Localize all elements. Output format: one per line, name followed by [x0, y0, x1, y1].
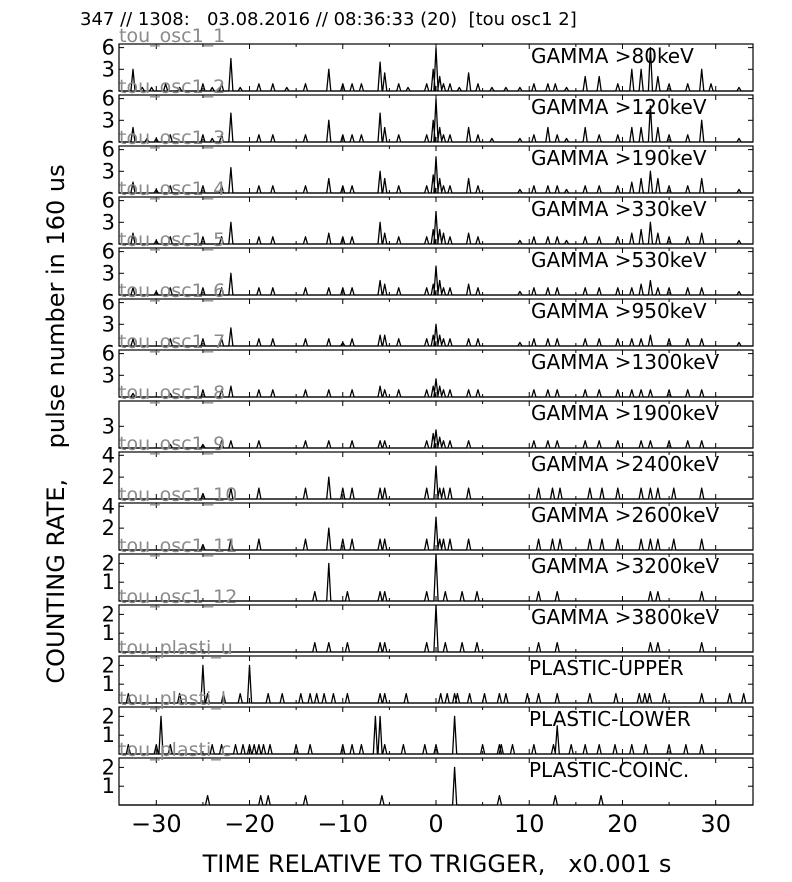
y-tick-label: 1: [102, 621, 115, 645]
y-tick-label: 2: [102, 551, 115, 575]
series-line: [119, 664, 753, 704]
figure-header: 347 // 1308: 03.08.2016 // 08:36:33 (20)…: [80, 9, 577, 30]
panel-label: PLASTIC-COINC.: [529, 758, 689, 782]
y-tick-label: 1: [102, 570, 115, 594]
series-line: [119, 465, 753, 500]
y-tick-label: 3: [102, 108, 115, 132]
y-tick-label: 2: [102, 704, 115, 728]
panel-label: GAMMA >2400keV: [531, 452, 720, 476]
y-tick-label: 1: [102, 723, 115, 747]
series-line: [119, 46, 753, 92]
panel-label: GAMMA >3200keV: [531, 554, 720, 578]
panel-id: tou_plasti_c: [119, 739, 231, 761]
series-line: [119, 429, 753, 449]
series-line: [119, 553, 753, 602]
y-tick-label: 4: [102, 443, 115, 467]
x-tick-label: −30: [131, 810, 182, 838]
y-tick-label: 6: [102, 240, 115, 264]
panel-label: GAMMA >120keV: [531, 95, 707, 119]
y-tick-label: 3: [102, 363, 115, 387]
y-tick-label: 2: [102, 653, 115, 677]
panel-id: tou_osc1_5: [119, 229, 225, 251]
panel-label: GAMMA >1300keV: [531, 350, 720, 374]
series-line: [119, 715, 753, 755]
y-tick-label: 6: [102, 342, 115, 366]
y-tick-label: 3: [102, 210, 115, 234]
y-tick-label: 6: [102, 291, 115, 315]
x-tick-label: −20: [224, 810, 275, 838]
y-tick-label: 2: [102, 602, 115, 626]
x-tick-label: 20: [607, 810, 638, 838]
series-line: [119, 97, 753, 143]
y-tick-label: 3: [102, 261, 115, 285]
y-tick-label: 2: [102, 465, 115, 489]
panel-id: tou_osc1_3: [119, 127, 225, 149]
panel-id: tou_plasti_l: [119, 688, 226, 710]
panel-label: GAMMA >950keV: [531, 299, 707, 323]
panel-id: tou_osc1_6: [119, 280, 225, 302]
series-line: [119, 323, 753, 347]
panel-label: GAMMA >80keV: [531, 44, 694, 68]
panel-id: tou_osc1_2: [119, 76, 225, 98]
y-tick-label: 1: [102, 774, 115, 798]
y-tick-label: 3: [102, 414, 115, 438]
series-line: [119, 766, 753, 806]
panel-id: tou_plasti_u: [119, 637, 233, 659]
series-line: [119, 210, 753, 245]
y-tick-label: 4: [102, 494, 115, 518]
y-tick-label: 6: [102, 138, 115, 162]
y-tick-label: 6: [102, 87, 115, 111]
y-tick-label: 1: [102, 672, 115, 696]
panel-id: tou_osc1_8: [119, 382, 225, 404]
panel-label: GAMMA >190keV: [531, 146, 707, 170]
series-line: [119, 604, 753, 653]
panel-label: GAMMA >3800keV: [531, 605, 720, 629]
series-line: [119, 265, 753, 296]
panel-label: PLASTIC-LOWER: [529, 707, 691, 731]
panel-id: tou_osc1_1: [119, 25, 225, 47]
y-tick-label: 6: [102, 189, 115, 213]
series-line: [119, 156, 753, 194]
y-tick-label: 2: [102, 755, 115, 779]
x-tick-label: 30: [700, 810, 731, 838]
y-tick-label: 3: [102, 312, 115, 336]
x-tick-label: −10: [317, 810, 368, 838]
x-tick-label: 0: [428, 810, 443, 838]
panel-label: GAMMA >2600keV: [531, 503, 720, 527]
panel-id: tou_osc1_10: [119, 484, 237, 506]
panel-id: tou_osc1_9: [119, 433, 225, 455]
x-tick-label: 10: [514, 810, 545, 838]
y-tick-label: 6: [102, 36, 115, 60]
panel-id: tou_osc1_7: [119, 331, 225, 353]
y-tick-label: 3: [102, 57, 115, 81]
y-tick-label: 3: [102, 159, 115, 183]
x-axis-label: TIME RELATIVE TO TRIGGER, x0.001 s: [202, 850, 672, 878]
panel-label: GAMMA >330keV: [531, 197, 707, 221]
series-line: [119, 516, 753, 551]
panel-id: tou_osc1_4: [119, 178, 225, 200]
y-tick-label: 2: [102, 516, 115, 540]
series-line: [119, 378, 753, 398]
panel-id: tou_osc1_11: [119, 535, 237, 557]
panel-label: GAMMA >1900keV: [531, 401, 720, 425]
panel-label: PLASTIC-UPPER: [529, 656, 684, 680]
panel-label: GAMMA >530keV: [531, 248, 707, 272]
panel-id: tou_osc1_12: [119, 586, 237, 608]
